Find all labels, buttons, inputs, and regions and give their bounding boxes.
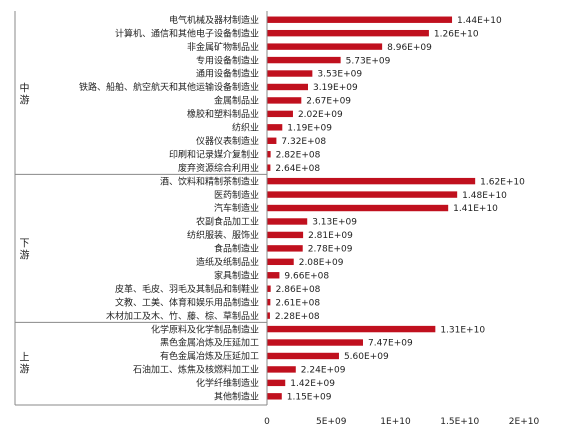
category-label: 化学原料及化学制品制造业 (151, 323, 259, 335)
data-label: 1.48E+10 (462, 191, 507, 201)
data-label: 1.15E+09 (287, 393, 332, 403)
category-label: 黑色金属冶炼及压延加工 (160, 337, 259, 349)
bar (267, 258, 294, 266)
bar (267, 56, 341, 64)
bar (267, 312, 270, 319)
bar (267, 191, 458, 198)
data-label: 1.62E+10 (480, 177, 525, 187)
data-label: 1.19E+09 (287, 124, 332, 134)
data-label: 7.32E+08 (281, 137, 326, 147)
bar (267, 151, 271, 158)
data-label: 3.53E+09 (317, 70, 362, 80)
bar (267, 110, 293, 118)
bar (267, 97, 302, 104)
bar (267, 366, 296, 373)
data-label: 2.02E+09 (298, 110, 343, 120)
data-label: 1.44E+10 (457, 16, 502, 26)
bar (267, 245, 303, 252)
category-label: 其他制造业 (214, 391, 259, 403)
bar (267, 16, 453, 23)
category-label: 专用设备制造业 (196, 54, 259, 66)
data-label: 2.64E+08 (275, 164, 320, 174)
category-label: 通用设备制造业 (196, 68, 259, 80)
data-label: 1.31E+10 (440, 325, 485, 335)
x-tick-label: 2E+10 (509, 417, 540, 427)
category-label: 纺织服装、服饰业 (187, 229, 259, 241)
bar (267, 137, 277, 144)
data-label: 2.78E+09 (308, 245, 353, 255)
category-label: 文教、工美、体育和娱乐用品制造业 (115, 296, 259, 308)
bar (267, 393, 282, 400)
bar (267, 325, 436, 333)
category-label: 纺织业 (232, 122, 259, 134)
category-label: 电气机械及器材制造业 (169, 14, 259, 26)
data-label: 2.82E+08 (276, 150, 321, 160)
bar (267, 352, 339, 360)
category-label: 有色金属冶炼及压延加工 (160, 350, 259, 362)
bar (267, 339, 363, 346)
bar (267, 164, 271, 171)
data-label: 1.42E+09 (290, 379, 335, 389)
data-label: 3.19E+09 (313, 83, 358, 93)
bar (267, 70, 313, 77)
category-label: 非金属矿物制品业 (187, 41, 259, 53)
category-label: 食品制造业 (214, 243, 259, 255)
category-label: 废弃资源综合利用业 (178, 162, 259, 174)
category-label: 计算机、通信和其他电子设备制造业 (115, 27, 259, 39)
data-label: 2.81E+09 (308, 231, 353, 241)
bar (267, 379, 286, 387)
data-label: 1.26E+10 (434, 29, 479, 39)
data-label: 2.61E+08 (275, 298, 320, 308)
group-label: 上 (20, 352, 30, 364)
data-label: 2.28E+08 (275, 312, 320, 322)
bar (267, 298, 271, 306)
data-label: 9.66E+08 (284, 271, 329, 281)
category-label: 印刷和记录媒介复制业 (169, 148, 259, 160)
category-label: 金属制品业 (214, 95, 259, 107)
data-label: 3.13E+09 (312, 218, 357, 228)
category-label: 医药制造业 (214, 189, 259, 201)
bar (267, 285, 271, 292)
category-label: 皮革、毛皮、羽毛及其制品和制鞋业 (115, 283, 259, 295)
group-label: 中 (20, 82, 30, 95)
bar (267, 272, 280, 279)
category-label: 橡胶和塑料制品业 (187, 108, 259, 120)
category-label: 酒、饮料和精制茶制造业 (160, 175, 259, 187)
data-label: 2.86E+08 (276, 285, 321, 295)
data-label: 7.47E+09 (368, 339, 413, 349)
x-tick-label: 1.5E+10 (440, 417, 479, 427)
category-label: 造纸及纸制品业 (196, 256, 259, 268)
data-label: 8.96E+09 (387, 43, 432, 53)
data-label: 2.24E+09 (301, 366, 346, 376)
data-label: 1.41E+10 (453, 204, 498, 214)
bar (267, 29, 429, 37)
category-label: 汽车制造业 (214, 202, 259, 214)
group-label: 下 (20, 238, 30, 249)
data-label: 2.08E+09 (299, 258, 344, 268)
bar (267, 204, 449, 212)
category-label: 农副食品加工业 (196, 216, 259, 228)
bar (267, 124, 283, 131)
x-tick-label: 0 (264, 417, 270, 427)
group-label: 游 (20, 248, 30, 261)
data-label: 5.73E+09 (346, 56, 391, 66)
category-label: 木材加工及木、竹、藤、棕、草制品业 (106, 310, 259, 322)
category-label: 仪器仪表制造业 (196, 135, 259, 147)
data-label: 5.60E+09 (344, 352, 389, 362)
category-label: 石油加工、炼焦及核燃料加工业 (133, 364, 259, 376)
bar (267, 231, 304, 239)
bar (267, 218, 308, 225)
category-label: 化学纤维制造业 (196, 377, 259, 389)
bar (267, 43, 383, 50)
group-label: 游 (20, 363, 30, 376)
group-label: 游 (20, 94, 30, 107)
x-tick-label: 5E+09 (316, 417, 347, 427)
data-label: 2.67E+09 (306, 97, 351, 107)
bar (267, 83, 308, 91)
category-label: 家具制造业 (214, 269, 259, 281)
bar (267, 177, 476, 185)
x-tick-label: 1E+10 (380, 417, 411, 427)
category-label: 铁路、船舶、航空航天和其他运输设备制造业 (79, 81, 259, 93)
